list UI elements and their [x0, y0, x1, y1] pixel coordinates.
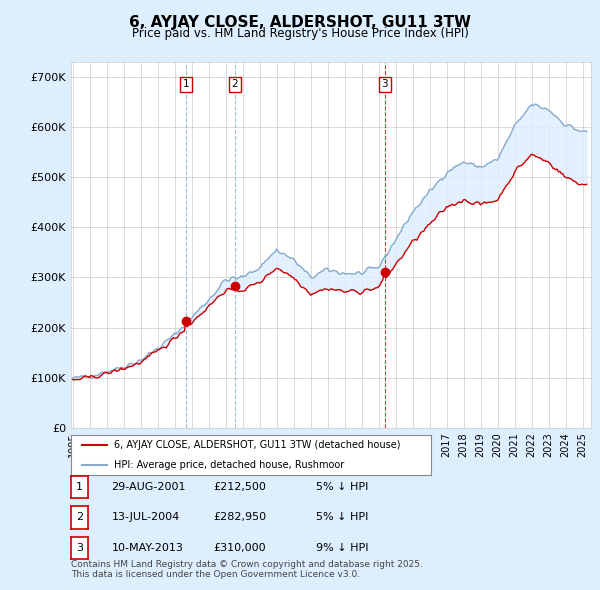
Text: 29-AUG-2001: 29-AUG-2001	[112, 482, 186, 491]
Text: £310,000: £310,000	[214, 543, 266, 553]
Text: 5% ↓ HPI: 5% ↓ HPI	[316, 482, 368, 491]
Text: 10-MAY-2013: 10-MAY-2013	[112, 543, 184, 553]
Text: £282,950: £282,950	[214, 513, 267, 522]
Text: 2: 2	[232, 80, 238, 90]
Text: 2: 2	[76, 513, 83, 522]
Text: 6, AYJAY CLOSE, ALDERSHOT, GU11 3TW (detached house): 6, AYJAY CLOSE, ALDERSHOT, GU11 3TW (det…	[114, 440, 401, 450]
Text: 9% ↓ HPI: 9% ↓ HPI	[316, 543, 368, 553]
Text: 5% ↓ HPI: 5% ↓ HPI	[316, 513, 368, 522]
Text: 1: 1	[182, 80, 189, 90]
Text: 3: 3	[382, 80, 388, 90]
Text: 1: 1	[76, 482, 83, 491]
Text: HPI: Average price, detached house, Rushmoor: HPI: Average price, detached house, Rush…	[114, 460, 344, 470]
Text: 3: 3	[76, 543, 83, 553]
Text: £212,500: £212,500	[214, 482, 266, 491]
Text: 6, AYJAY CLOSE, ALDERSHOT, GU11 3TW: 6, AYJAY CLOSE, ALDERSHOT, GU11 3TW	[129, 15, 471, 30]
Text: 13-JUL-2004: 13-JUL-2004	[112, 513, 180, 522]
Text: Contains HM Land Registry data © Crown copyright and database right 2025.
This d: Contains HM Land Registry data © Crown c…	[71, 560, 422, 579]
Text: Price paid vs. HM Land Registry's House Price Index (HPI): Price paid vs. HM Land Registry's House …	[131, 27, 469, 40]
